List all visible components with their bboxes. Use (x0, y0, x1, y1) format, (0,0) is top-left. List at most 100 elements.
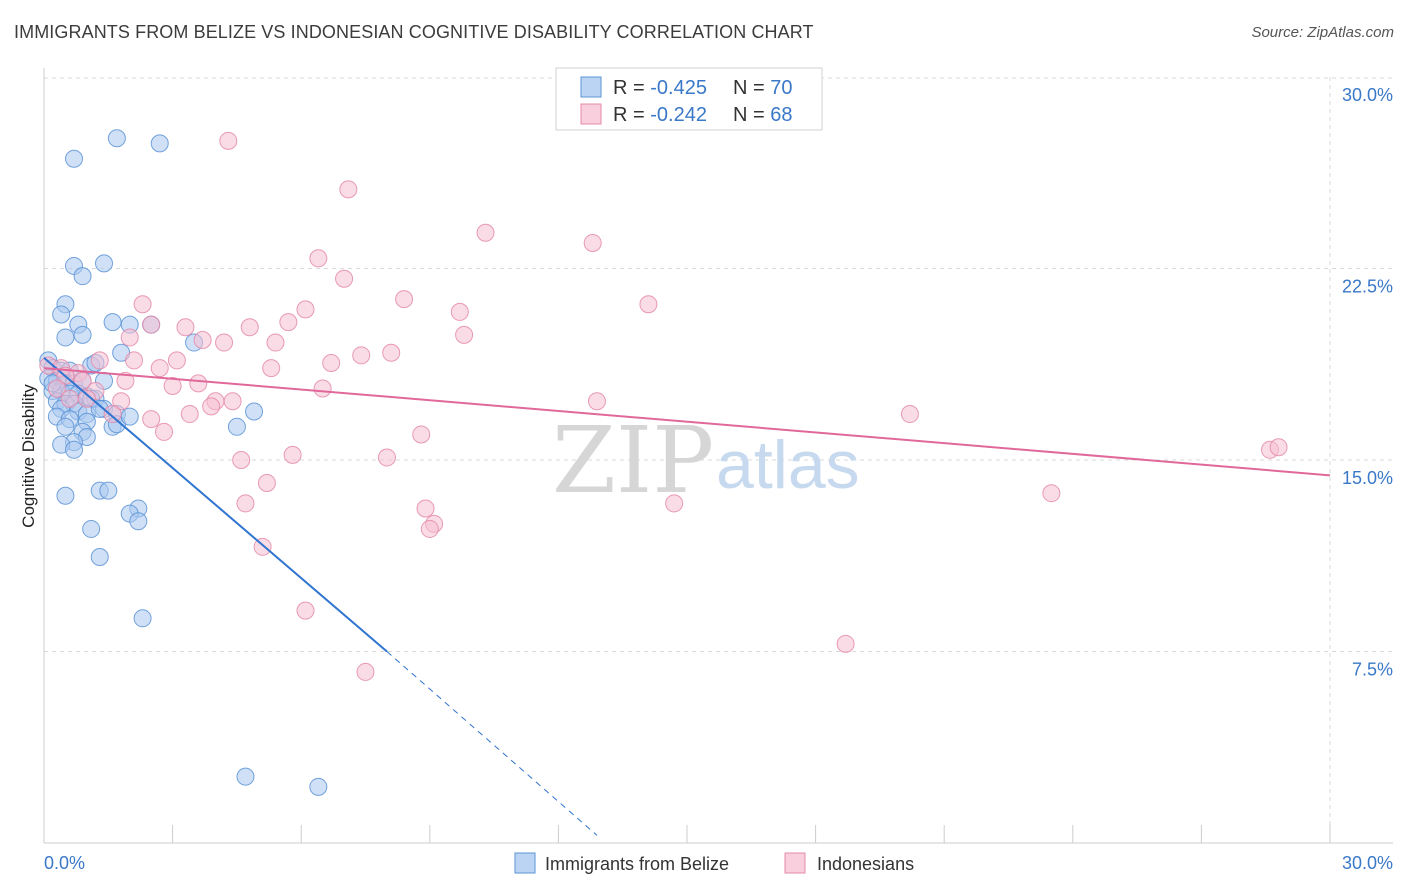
indonesian-point (377, 448, 396, 467)
points-layer (39, 129, 1288, 796)
indonesian-point (279, 313, 298, 332)
bottom-legend: Immigrants from Belize Indonesians (514, 852, 914, 874)
indonesian-point (116, 371, 135, 390)
belize-point (309, 777, 328, 796)
indonesian-point (420, 519, 439, 538)
belize-point (99, 481, 118, 500)
indonesian-point (356, 662, 375, 681)
indonesian-point (223, 392, 242, 411)
indonesian-point (150, 359, 169, 378)
belize-point (90, 548, 109, 567)
bottom-legend-swatch-blue (514, 852, 536, 874)
belize-trend-extension (386, 651, 598, 836)
belize-point (133, 609, 152, 628)
indonesian-point (665, 494, 684, 513)
legend-swatch-blue (580, 76, 602, 98)
watermark: ZIP atlas (552, 407, 860, 514)
belize-point (56, 328, 75, 347)
indonesian-point (1269, 438, 1288, 457)
indonesian-point (587, 392, 606, 411)
indonesian-point (416, 499, 435, 518)
indonesian-point (125, 351, 144, 370)
indonesian-point (395, 290, 414, 309)
indonesian-point (836, 634, 855, 653)
legend-r-label-1: R = (613, 77, 650, 99)
indonesian-point (176, 318, 195, 337)
indonesian-point (236, 494, 255, 513)
indonesian-point (133, 295, 152, 314)
indonesian-point (283, 445, 302, 464)
y-axis-title: Cognitive Disability (19, 384, 38, 528)
legend-n-label-1: N = (733, 77, 770, 99)
legend-n-value-2: 68 (770, 104, 792, 126)
svg-text:ZIP: ZIP (552, 407, 714, 514)
indonesian-point (189, 374, 208, 393)
indonesian-point (215, 333, 234, 352)
indonesian-point (339, 180, 358, 199)
indonesian-point (382, 343, 401, 362)
belize-point (95, 254, 114, 273)
indonesian-point (262, 359, 281, 378)
legend-n-value-1: 70 (770, 77, 792, 99)
belize-point (120, 407, 139, 426)
belize-point (236, 767, 255, 786)
indonesian-point (296, 300, 315, 319)
indonesian-point (335, 269, 354, 288)
x-tick-label: 0.0% (44, 853, 85, 873)
indonesian-point (219, 131, 238, 150)
trend-layer (43, 357, 1331, 836)
legend-swatch-pink (580, 103, 602, 125)
legend-r-value-1: -0.425 (650, 77, 707, 99)
belize-point (103, 313, 122, 332)
indonesian-point (120, 328, 139, 347)
indonesian-trend-line (43, 367, 1331, 477)
chart-source: Source: ZipAtlas.com (1251, 24, 1394, 41)
indonesian-point (257, 473, 276, 492)
belize-point (73, 267, 92, 286)
indonesian-point (1042, 484, 1061, 503)
indonesian-point (900, 405, 919, 424)
indonesian-point (47, 379, 66, 398)
indonesian-point (322, 353, 341, 372)
svg-text:R = -0.242: R = -0.242 (613, 104, 707, 126)
indonesian-point (455, 325, 474, 344)
x-tick-label: 30.0% (1342, 853, 1393, 873)
bottom-legend-label-pink: Indonesians (817, 854, 914, 874)
belize-point (73, 325, 92, 344)
belize-point (52, 305, 71, 324)
indonesian-point (450, 302, 469, 321)
belize-point (65, 149, 84, 168)
svg-text:atlas: atlas (716, 427, 860, 503)
indonesian-point (309, 249, 328, 268)
indonesian-point (155, 422, 174, 441)
top-legend: R = -0.425 N = 70 R = -0.242 N = 68 (555, 67, 823, 131)
indonesian-point (266, 333, 285, 352)
indonesian-point (639, 295, 658, 314)
indonesian-point (103, 405, 122, 424)
belize-point (56, 417, 75, 436)
indonesian-point (202, 397, 221, 416)
y-tick-label: 15.0% (1342, 468, 1393, 488)
belize-point (129, 512, 148, 531)
y-tick-label: 7.5% (1352, 660, 1393, 680)
indonesian-point (142, 410, 161, 429)
axes-layer: 7.5% 15.0% 22.5% 30.0% 0.0% 30.0% (43, 68, 1393, 873)
belize-point (56, 486, 75, 505)
legend-r-label-2: R = (613, 104, 650, 126)
svg-text:R = -0.425: R = -0.425 (613, 77, 707, 99)
belize-trend-line (43, 357, 388, 653)
belize-point (107, 129, 126, 148)
indonesian-point (167, 351, 186, 370)
y-tick-label: 22.5% (1342, 277, 1393, 297)
belize-point (65, 440, 84, 459)
indonesian-point (163, 376, 182, 395)
y-tick-label: 30.0% (1342, 85, 1393, 105)
indonesian-point (412, 425, 431, 444)
indonesian-point (240, 318, 259, 337)
belize-point (227, 417, 246, 436)
bottom-legend-label-blue: Immigrants from Belize (545, 854, 729, 874)
belize-point (150, 134, 169, 153)
belize-point (245, 402, 264, 421)
indonesian-point (296, 601, 315, 620)
